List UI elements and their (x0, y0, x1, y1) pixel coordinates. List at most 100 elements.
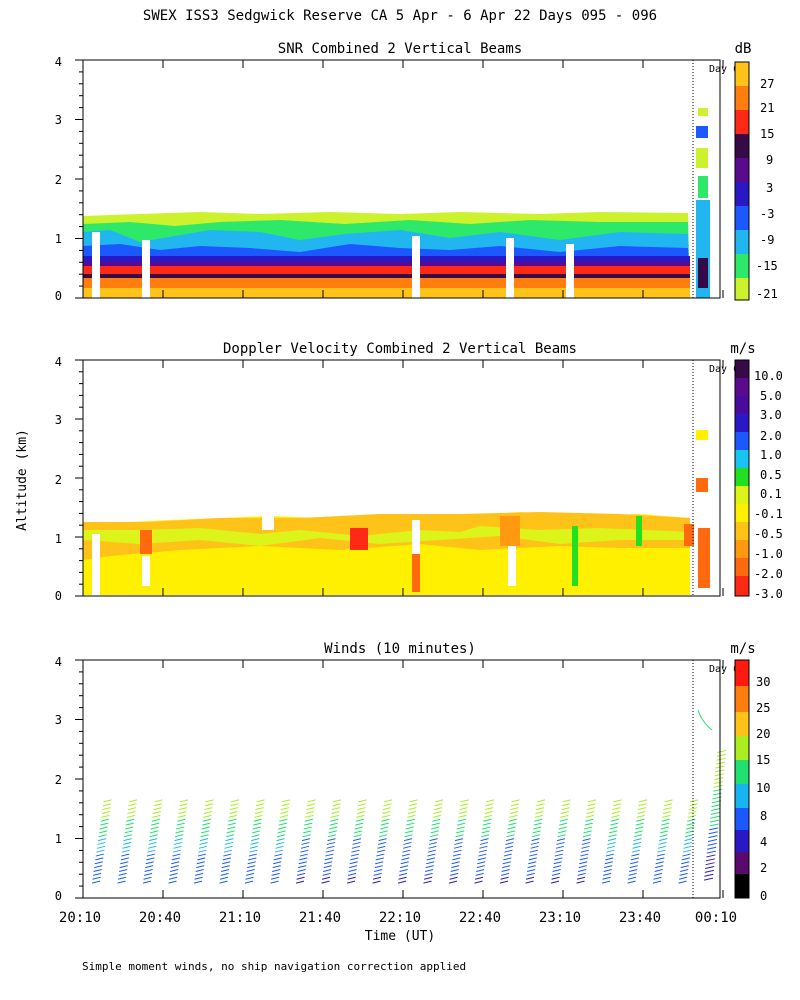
wind-barb (431, 822, 440, 826)
wind-barb (301, 838, 311, 842)
wind-barb (578, 865, 587, 869)
wind-barb (357, 807, 366, 811)
wind-barb (356, 814, 365, 818)
wind-barb (684, 838, 693, 842)
wind-barb (354, 830, 363, 834)
wind-barb (96, 845, 106, 849)
snr-ytick: 1 (55, 232, 62, 246)
wind-barb (123, 834, 133, 838)
xtick-label: 23:10 (539, 910, 581, 926)
wind-barb (304, 818, 313, 822)
wind-barb (576, 876, 586, 880)
wind-barb (552, 869, 561, 873)
wind-barb (581, 841, 591, 845)
winds-ytick: 2 (55, 773, 62, 787)
wind-barb (305, 811, 315, 814)
doppler-blob (572, 526, 578, 586)
doppler-colorbar-cell (735, 468, 749, 486)
wind-barb (709, 823, 719, 827)
winds-colorbar-label: 15 (756, 753, 770, 767)
wind-barb (433, 807, 443, 811)
wind-barb (704, 869, 714, 873)
wind-barb (146, 857, 155, 861)
wind-barb (484, 811, 493, 814)
doppler-colorbar-label: -3.0 (754, 587, 783, 601)
wind-barb (382, 811, 391, 814)
wind-barb (322, 872, 331, 876)
winds-panel-title: Winds (10 minutes) (324, 641, 476, 657)
wind-barb (196, 861, 205, 865)
winds-colorbar-label: 2 (760, 861, 767, 875)
wind-barb (219, 876, 229, 880)
wind-barb (476, 865, 485, 869)
wind-barb (255, 807, 264, 811)
wind-barb (653, 876, 662, 880)
wind-barb (277, 830, 286, 834)
wind-barb (717, 750, 727, 754)
wind-barb (174, 838, 183, 842)
snr-colorbar: dB 27 21 15 9 3 -3 -9 -15 -21 (734, 41, 778, 301)
doppler-colorbar-cell (735, 522, 749, 540)
wind-barb (453, 845, 463, 849)
wind-barb (225, 834, 235, 838)
wind-barb (502, 865, 511, 869)
wind-barb (604, 861, 613, 865)
snr-colorbar-cell (735, 230, 749, 254)
wind-barb (460, 799, 469, 803)
wind-barb (102, 803, 112, 807)
winds-colorbar-label: 20 (756, 727, 770, 741)
x-axis-label: Time (UT) (365, 929, 435, 944)
wind-barb (424, 872, 433, 876)
wind-barb (510, 807, 519, 811)
wind-barb (304, 822, 313, 826)
snr-panel-title: SNR Combined 2 Vertical Beams (278, 41, 522, 57)
wind-barb (682, 849, 692, 853)
wind-barb (355, 822, 364, 826)
wind-barb (119, 865, 128, 869)
wind-barb (147, 849, 156, 853)
wind-barb (706, 854, 716, 858)
wind-barb (434, 799, 444, 803)
doppler-colorbar-cell (735, 540, 749, 558)
wind-barb (227, 826, 236, 830)
y-axis-label: Altitude (km) (15, 429, 30, 531)
winds-colorbar-cell (735, 852, 749, 874)
wind-barb (683, 845, 692, 849)
wind-barb (685, 830, 694, 834)
wind-barb (662, 811, 672, 814)
wind-barb (610, 818, 619, 822)
wind-barb (222, 861, 231, 865)
wind-barb (531, 834, 541, 838)
wind-barb (481, 830, 490, 834)
wind-barb (503, 857, 512, 861)
wind-barb (179, 803, 188, 807)
wind-barb (612, 807, 621, 811)
snr-colorbar-cell (735, 206, 749, 230)
wind-barb (223, 853, 232, 857)
wind-barb (506, 834, 515, 838)
wind-barb (559, 822, 568, 826)
wind-barb (661, 818, 670, 822)
wind-barb (303, 830, 312, 834)
wind-barb (143, 872, 153, 876)
wind-barb (658, 838, 668, 842)
wind-barb (601, 880, 611, 884)
wind-barb (321, 880, 330, 884)
wind-barb (352, 841, 361, 845)
snr-colorbar-label: -21 (756, 287, 778, 301)
wind-barb (683, 841, 693, 845)
wind-barb (325, 849, 335, 853)
wind-barb (148, 838, 158, 842)
wind-barb (142, 880, 152, 884)
wind-barb (321, 876, 331, 880)
wind-barb (579, 861, 588, 865)
xtick-label: 20:40 (139, 910, 181, 926)
wind-barb (228, 818, 237, 822)
doppler-ytick: 0 (55, 589, 62, 603)
wind-barb (536, 803, 545, 807)
wind-barb (376, 849, 386, 853)
wind-barb (405, 830, 414, 834)
wind-barb (256, 799, 265, 803)
wind-barb (705, 858, 716, 862)
wind-barb (326, 841, 336, 845)
